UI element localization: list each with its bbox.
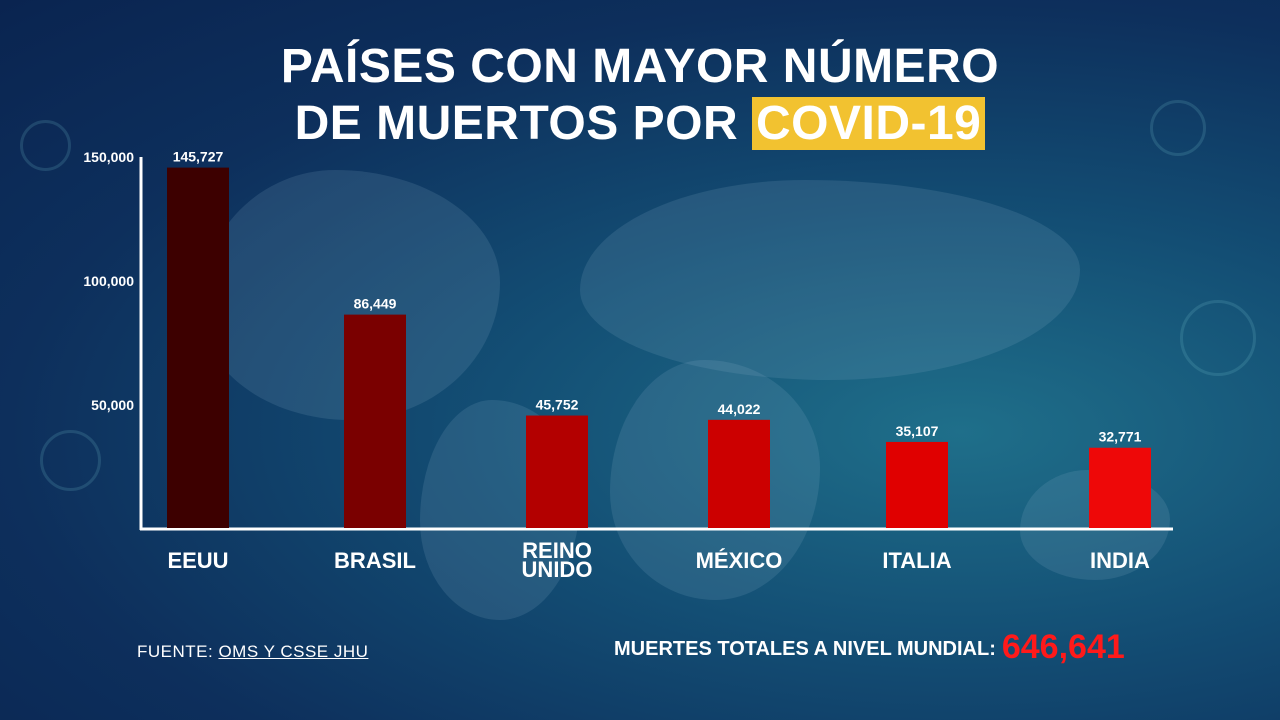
y-tick-label: 150,000 [83,149,134,165]
bar-value-label: 45,752 [536,397,579,413]
bar-value-label: 32,771 [1099,429,1142,445]
title-highlight: COVID-19 [751,97,986,150]
total-label: MUERTES TOTALES A NIVEL MUNDIAL: [614,638,996,660]
bar-value-label: 145,727 [173,149,224,165]
y-tick-label: 100,000 [83,273,134,289]
source-label: FUENTE: [137,642,219,661]
category-label: INDIA [1090,548,1150,573]
bar [708,419,770,528]
category-label: MÉXICO [696,548,783,573]
source-link[interactable]: OMS Y CSSE JHU [218,642,369,661]
total-deaths: MUERTES TOTALES A NIVEL MUNDIAL: 646,641 [614,628,1125,667]
category-label: UNIDO [522,557,593,582]
chart-title: PAÍSES CON MAYOR NÚMERO DE MUERTOS POR C… [0,38,1280,152]
category-label: BRASIL [334,548,416,573]
bar [167,167,229,528]
bar-value-label: 86,449 [354,296,397,312]
category-label: ITALIA [882,548,951,573]
category-label: REINO [522,538,592,563]
title-line-1: PAÍSES CON MAYOR NÚMERO [280,40,1000,93]
bar-value-label: 44,022 [718,401,761,417]
bar [344,314,406,528]
bar [526,415,588,528]
bar [886,441,948,528]
total-value: 646,641 [1001,628,1125,666]
bar-value-label: 35,107 [896,423,939,439]
y-tick-label: 50,000 [91,397,134,413]
category-label: EEUU [167,548,228,573]
title-line-2-prefix: DE MUERTOS POR [294,97,752,150]
source-note: FUENTE: OMS Y CSSE JHU [137,642,368,662]
title-line-2: DE MUERTOS POR COVID-19 [0,95,1280,152]
bar [1089,447,1151,528]
